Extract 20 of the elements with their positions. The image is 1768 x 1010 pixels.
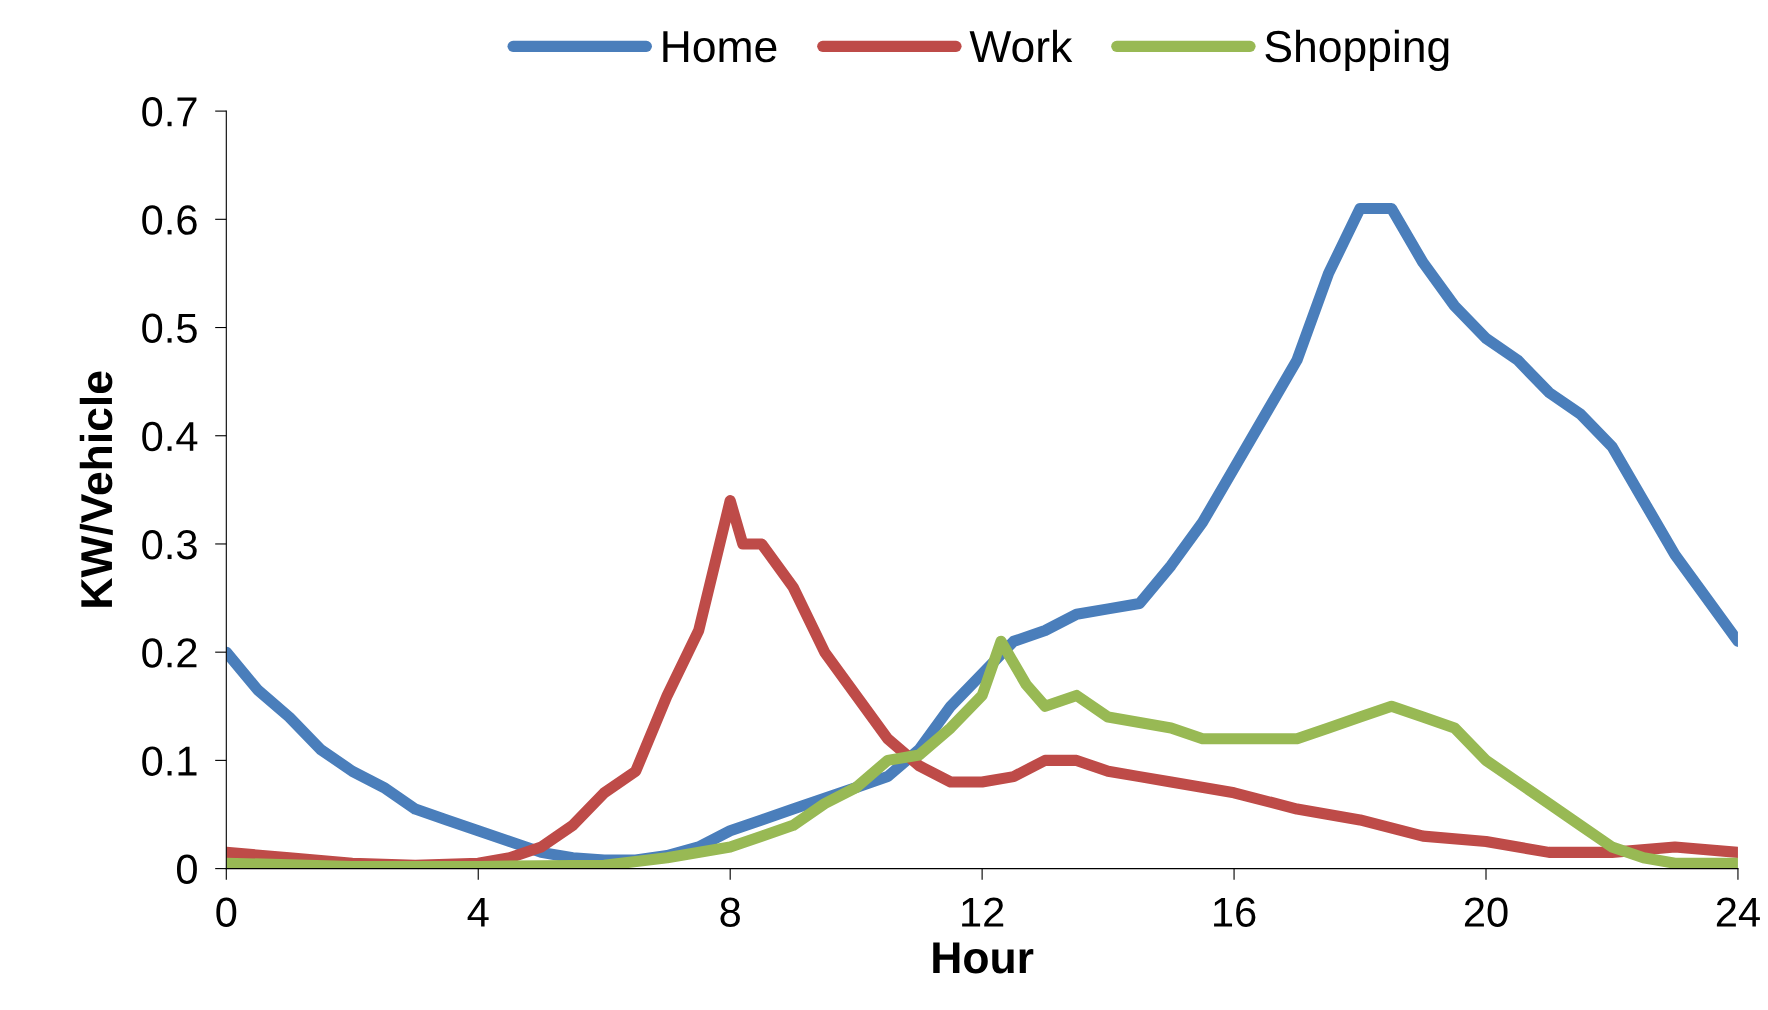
x-tick-label: 16 — [1214, 897, 1256, 927]
x-tick-label: 8 — [720, 897, 740, 927]
legend-label: Work — [969, 29, 1073, 63]
y-tick-label: 0.2 — [142, 638, 197, 668]
x-tick-label: 24 — [1716, 897, 1760, 927]
y-tick-label: 0.6 — [142, 205, 197, 235]
y-tick-label: 0.3 — [142, 529, 197, 560]
legend-label: Home — [663, 31, 777, 63]
y-tick-label: 0.4 — [142, 421, 198, 452]
y-tick-label: 0 — [176, 854, 197, 885]
y-axis-title: KW/Vehicle — [79, 371, 113, 607]
x-tick-label: 0 — [216, 897, 237, 927]
x-tick-label: 4 — [467, 897, 489, 927]
y-tick-label: 0.5 — [142, 313, 197, 344]
x-tick-label: 12 — [962, 897, 1004, 927]
y-tick-label: 0.1 — [142, 746, 197, 776]
x-tick-label: 20 — [1464, 897, 1508, 927]
legend-label: Shopping — [1265, 29, 1449, 72]
x-axis-title: Hour — [933, 942, 1034, 974]
y-tick-label: 0.7 — [142, 97, 197, 127]
